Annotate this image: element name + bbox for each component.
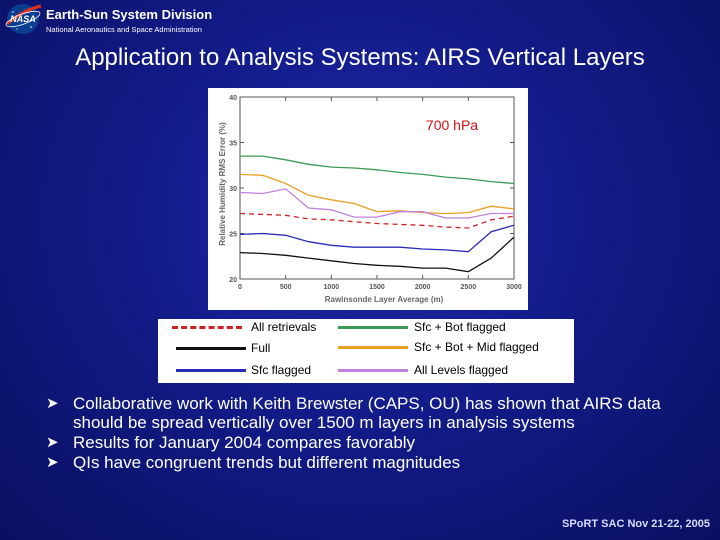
bullet-item: ➤ QIs have congruent trends but differen… xyxy=(46,453,706,472)
series-line-sfc-bot-mid-flagged xyxy=(239,173,515,215)
x-tick-label: 1000 xyxy=(324,284,340,291)
chart-axes: 0 500 1000 1500 2000 2500 3000 20 25 30 35 40 xyxy=(229,95,522,291)
bullet-item: ➤ Results for January 2004 compares favo… xyxy=(46,433,706,452)
chart-lines xyxy=(239,155,515,273)
x-tick-label: 1500 xyxy=(369,284,385,291)
arrow-bullet-icon: ➤ xyxy=(46,434,59,451)
x-tick-label: 0 xyxy=(238,284,242,291)
series-line-all-retrievals xyxy=(239,212,515,229)
series-line-full xyxy=(239,236,515,273)
x-axis-label: Rawinsonde Layer Average (m) xyxy=(325,295,444,304)
legend-swatch-sfc-flagged xyxy=(176,369,246,372)
legend-swatch-all-retrievals xyxy=(172,326,242,329)
legend-label-sfc-flagged: Sfc flagged xyxy=(251,363,312,377)
legend-swatch-sfc-bot xyxy=(338,326,408,329)
svg-text:NASA: NASA xyxy=(10,14,36,24)
legend-swatch-all-levels xyxy=(338,369,408,372)
arrow-bullet-icon: ➤ xyxy=(46,395,59,412)
slide-title: Application to Analysis Systems: AIRS Ve… xyxy=(75,44,645,71)
bullet-text: Collaborative work with Keith Brewster (… xyxy=(73,394,661,432)
series-line-all-levels-flagged xyxy=(239,188,514,219)
legend-label-all-levels: All Levels flagged xyxy=(414,363,509,377)
y-tick-label: 40 xyxy=(229,95,237,102)
legend-swatch-full xyxy=(176,347,246,350)
bullet-text: Results for January 2004 compares favora… xyxy=(73,433,416,452)
legend-label-sfc-bot-mid: Sfc + Bot + Mid flagged xyxy=(414,340,539,354)
series-line-sfc-flagged xyxy=(239,224,515,253)
rh-error-chart: 0 500 1000 1500 2000 2500 3000 20 25 30 35 40 700 h… xyxy=(218,95,522,304)
y-tick-label: 20 xyxy=(229,277,237,284)
chart-annotation: 700 hPa xyxy=(426,117,478,133)
bullet-text: QIs have congruent trends but different … xyxy=(73,453,461,472)
chart-legend: All retrievals Full Sfc flagged Sfc + Bo… xyxy=(158,319,574,383)
arrow-bullet-icon: ➤ xyxy=(46,454,59,471)
x-tick-label: 3000 xyxy=(506,284,522,291)
y-tick-label: 25 xyxy=(229,232,237,239)
legend-label-all-retrievals: All retrievals xyxy=(251,320,317,334)
series-line-sfc-bot-flagged xyxy=(240,155,515,185)
agency-name: National Aeronautics and Space Administr… xyxy=(46,25,202,34)
nasa-logo: NASA xyxy=(5,4,42,34)
division-title: Earth-Sun System Division xyxy=(46,7,213,22)
x-tick-label: 2000 xyxy=(415,284,431,291)
y-axis-label: Relative Humidity RMS Error (%) xyxy=(218,122,227,246)
header: NASA Earth-Sun System Division National … xyxy=(0,0,720,40)
x-tick-label: 2500 xyxy=(461,284,477,291)
bullet-list: ➤ Collaborative work with Keith Brewster… xyxy=(46,394,706,473)
y-tick-label: 30 xyxy=(229,186,237,193)
x-tick-label: 500 xyxy=(280,284,292,291)
legend-swatch-sfc-bot-mid xyxy=(338,346,408,349)
legend-label-full: Full xyxy=(251,341,271,355)
legend-label-sfc-bot: Sfc + Bot flagged xyxy=(414,320,506,334)
chart-panel: 0 500 1000 1500 2000 2500 3000 20 25 30 35 40 700 h… xyxy=(208,88,528,310)
y-tick-label: 35 xyxy=(229,141,237,148)
footer-text: SPoRT SAC Nov 21-22, 2005 xyxy=(562,518,710,530)
bullet-item: ➤ Collaborative work with Keith Brewster… xyxy=(46,394,706,432)
